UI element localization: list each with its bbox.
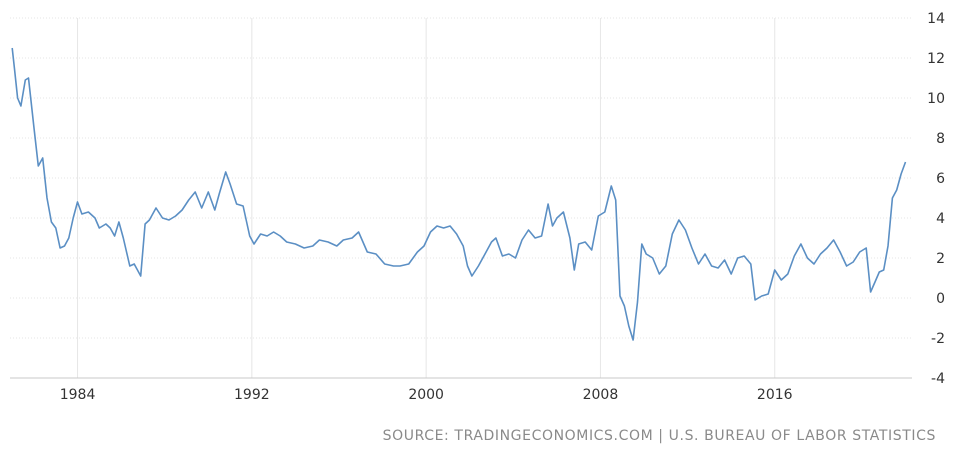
y-axis: 14 12 10 8 6 4 2 0 -2 -4 — [927, 11, 945, 387]
y-tick-label: 2 — [936, 251, 945, 267]
series-line — [11, 47, 907, 341]
x-axis: 1984 1992 2000 2008 2016 — [10, 377, 912, 403]
x-tick-label: 2000 — [408, 387, 444, 403]
y-tick-label: 14 — [927, 11, 945, 27]
y-tick-label: 0 — [936, 291, 945, 307]
y-tick-label: 6 — [936, 171, 945, 187]
x-tick-label: 2008 — [583, 387, 619, 403]
series-layer — [11, 47, 907, 341]
y-tick-label: 4 — [936, 211, 945, 227]
y-tick-label: -2 — [931, 331, 945, 347]
vertical-gridlines — [77, 18, 776, 378]
y-tick-label: 12 — [927, 51, 945, 67]
horizontal-gridlines — [10, 17, 912, 379]
x-tick-label: 1984 — [60, 387, 96, 403]
x-tick-label: 1992 — [234, 387, 270, 403]
x-tick-label: 2016 — [757, 387, 793, 403]
y-tick-label: 10 — [927, 91, 945, 107]
y-tick-label: -4 — [931, 371, 945, 387]
y-tick-label: 8 — [936, 131, 945, 147]
source-attribution: SOURCE: TRADINGECONOMICS.COM | U.S. BURE… — [382, 428, 936, 444]
